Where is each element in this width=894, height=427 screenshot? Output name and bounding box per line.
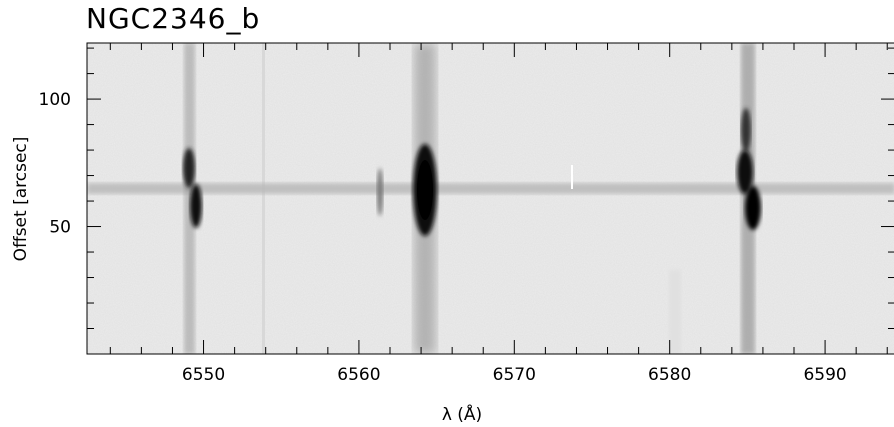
y-tick-label: 100 [39,90,71,110]
x-tick-label: 6590 [803,365,846,385]
page-title: NGC2346_b [86,2,261,35]
x-tick-label: 6580 [648,365,691,385]
image-noise [87,43,894,354]
axis-ticks [87,43,894,354]
emission-line-halpha [413,43,437,354]
sky-column [669,270,681,354]
cosmic-ray-artifact [571,165,573,189]
continuum-band [87,183,894,194]
x-axis-label: λ (Å) [442,403,482,425]
y-tick-label: 50 [49,218,71,238]
x-tick-label: 6550 [182,365,225,385]
emission-line-6561 [377,168,383,216]
y-axis-label: Offset [arcsec] [11,137,31,262]
x-tick-label: 6570 [493,365,536,385]
plot-frame [86,42,894,355]
emission-line-6548 [183,43,202,354]
emission-line-6584 [737,43,761,354]
spectrum-image [87,43,894,354]
sky-column [262,43,265,354]
x-tick-label: 6560 [337,365,380,385]
